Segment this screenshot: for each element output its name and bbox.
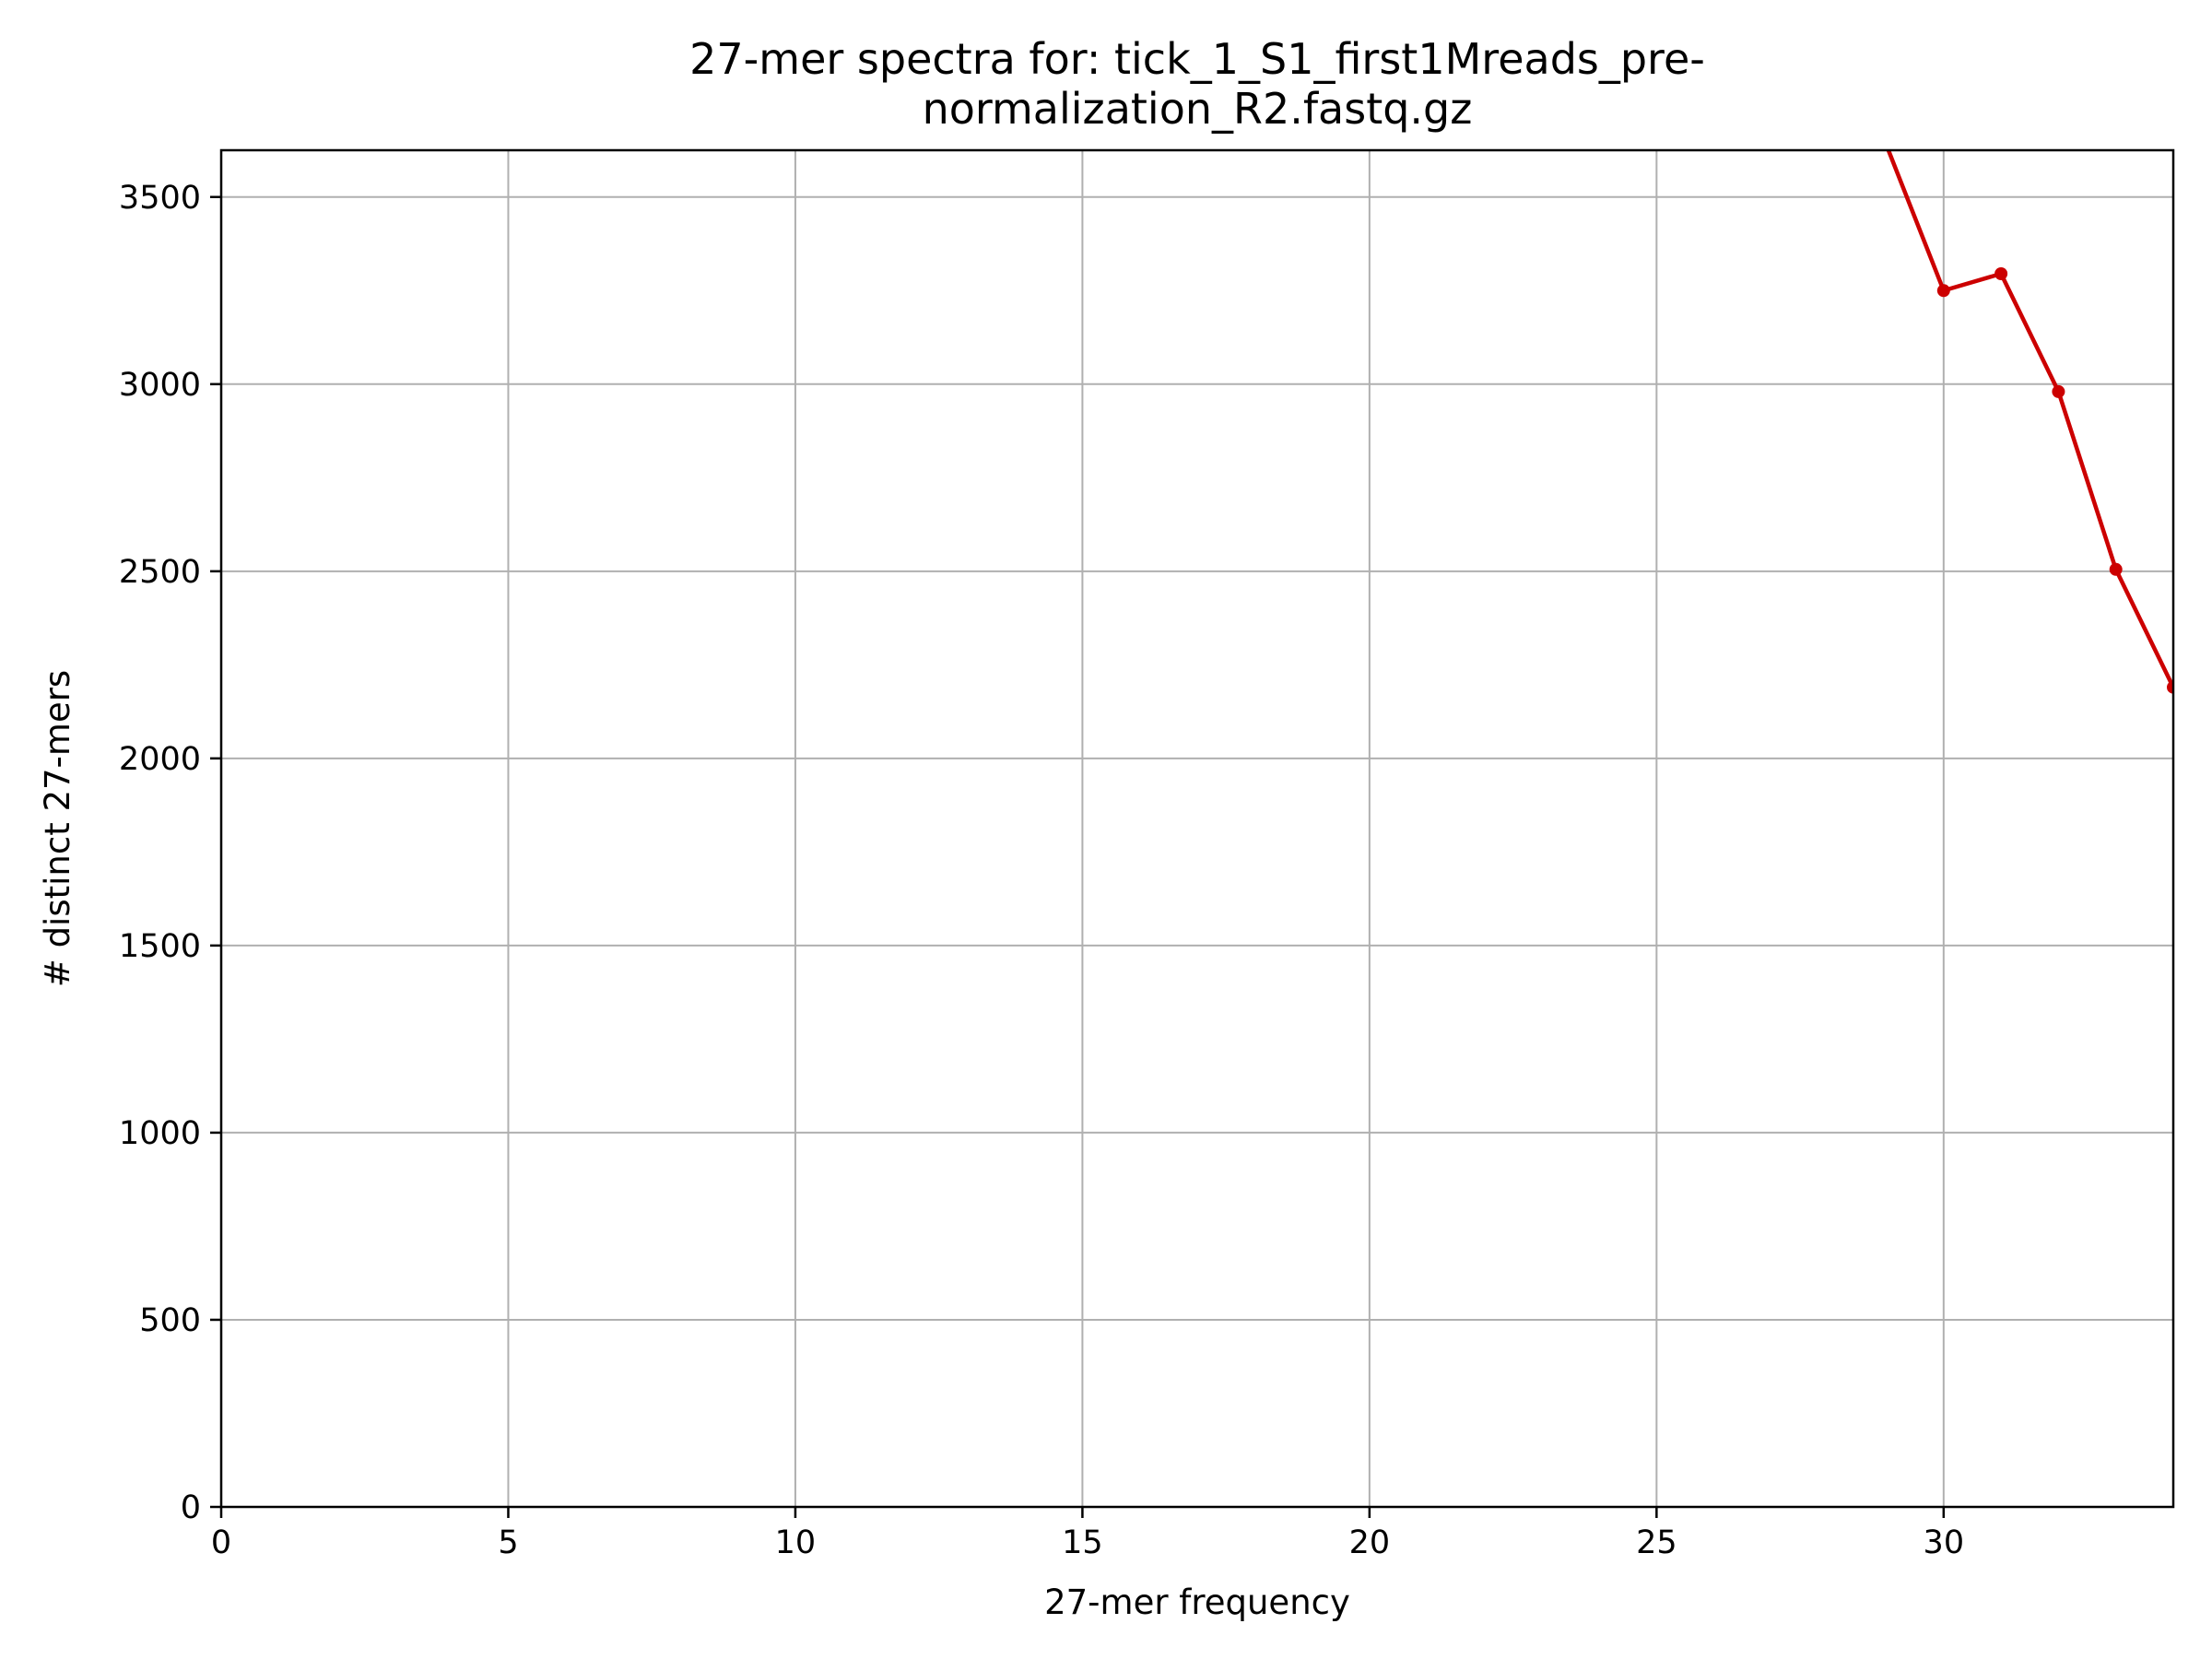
data-point	[2109, 562, 2123, 576]
x-axis-label: 27-mer frequency	[1044, 1583, 1350, 1622]
y-tick-label: 500	[139, 1302, 201, 1339]
y-tick-label: 3000	[119, 367, 201, 404]
data-point	[1936, 284, 1950, 298]
y-tick-label: 2500	[119, 554, 201, 591]
x-tick-label: 10	[775, 1524, 817, 1561]
x-tick-label: 0	[211, 1524, 231, 1561]
chart-title-line-1: 27-mer spectra for: tick_1_S1_first1Mrea…	[689, 34, 1705, 84]
data-point	[1994, 267, 2008, 281]
y-tick-label: 3500	[119, 180, 201, 217]
points-group	[1883, 150, 2173, 694]
y-tick-label: 0	[181, 1489, 201, 1526]
plot-frame	[219, 148, 2175, 1509]
x-tick-label: 15	[1062, 1524, 1103, 1561]
x-tick-label: 5	[498, 1524, 518, 1561]
y-tick-label: 1500	[119, 928, 201, 965]
x-tick-label: 20	[1349, 1524, 1391, 1561]
data-point	[2167, 680, 2173, 694]
axis-ticks: 0 5 10 15 20 25 30 0 500 1000 1500 2000 2500 3000 3500	[119, 180, 1964, 1561]
data-point	[2052, 384, 2065, 398]
series-group	[1886, 150, 2173, 688]
grid-lines	[220, 150, 2173, 1508]
y-tick-label: 2000	[119, 741, 201, 778]
x-tick-label: 30	[1924, 1524, 1965, 1561]
y-tick-label: 1000	[119, 1115, 201, 1152]
series-line	[1886, 150, 2173, 688]
y-axis-label: # distinct 27-mers	[38, 670, 77, 987]
chart-title-line-2: normalization_R2.fastq.gz	[923, 84, 1473, 134]
x-tick-label: 25	[1636, 1524, 1677, 1561]
